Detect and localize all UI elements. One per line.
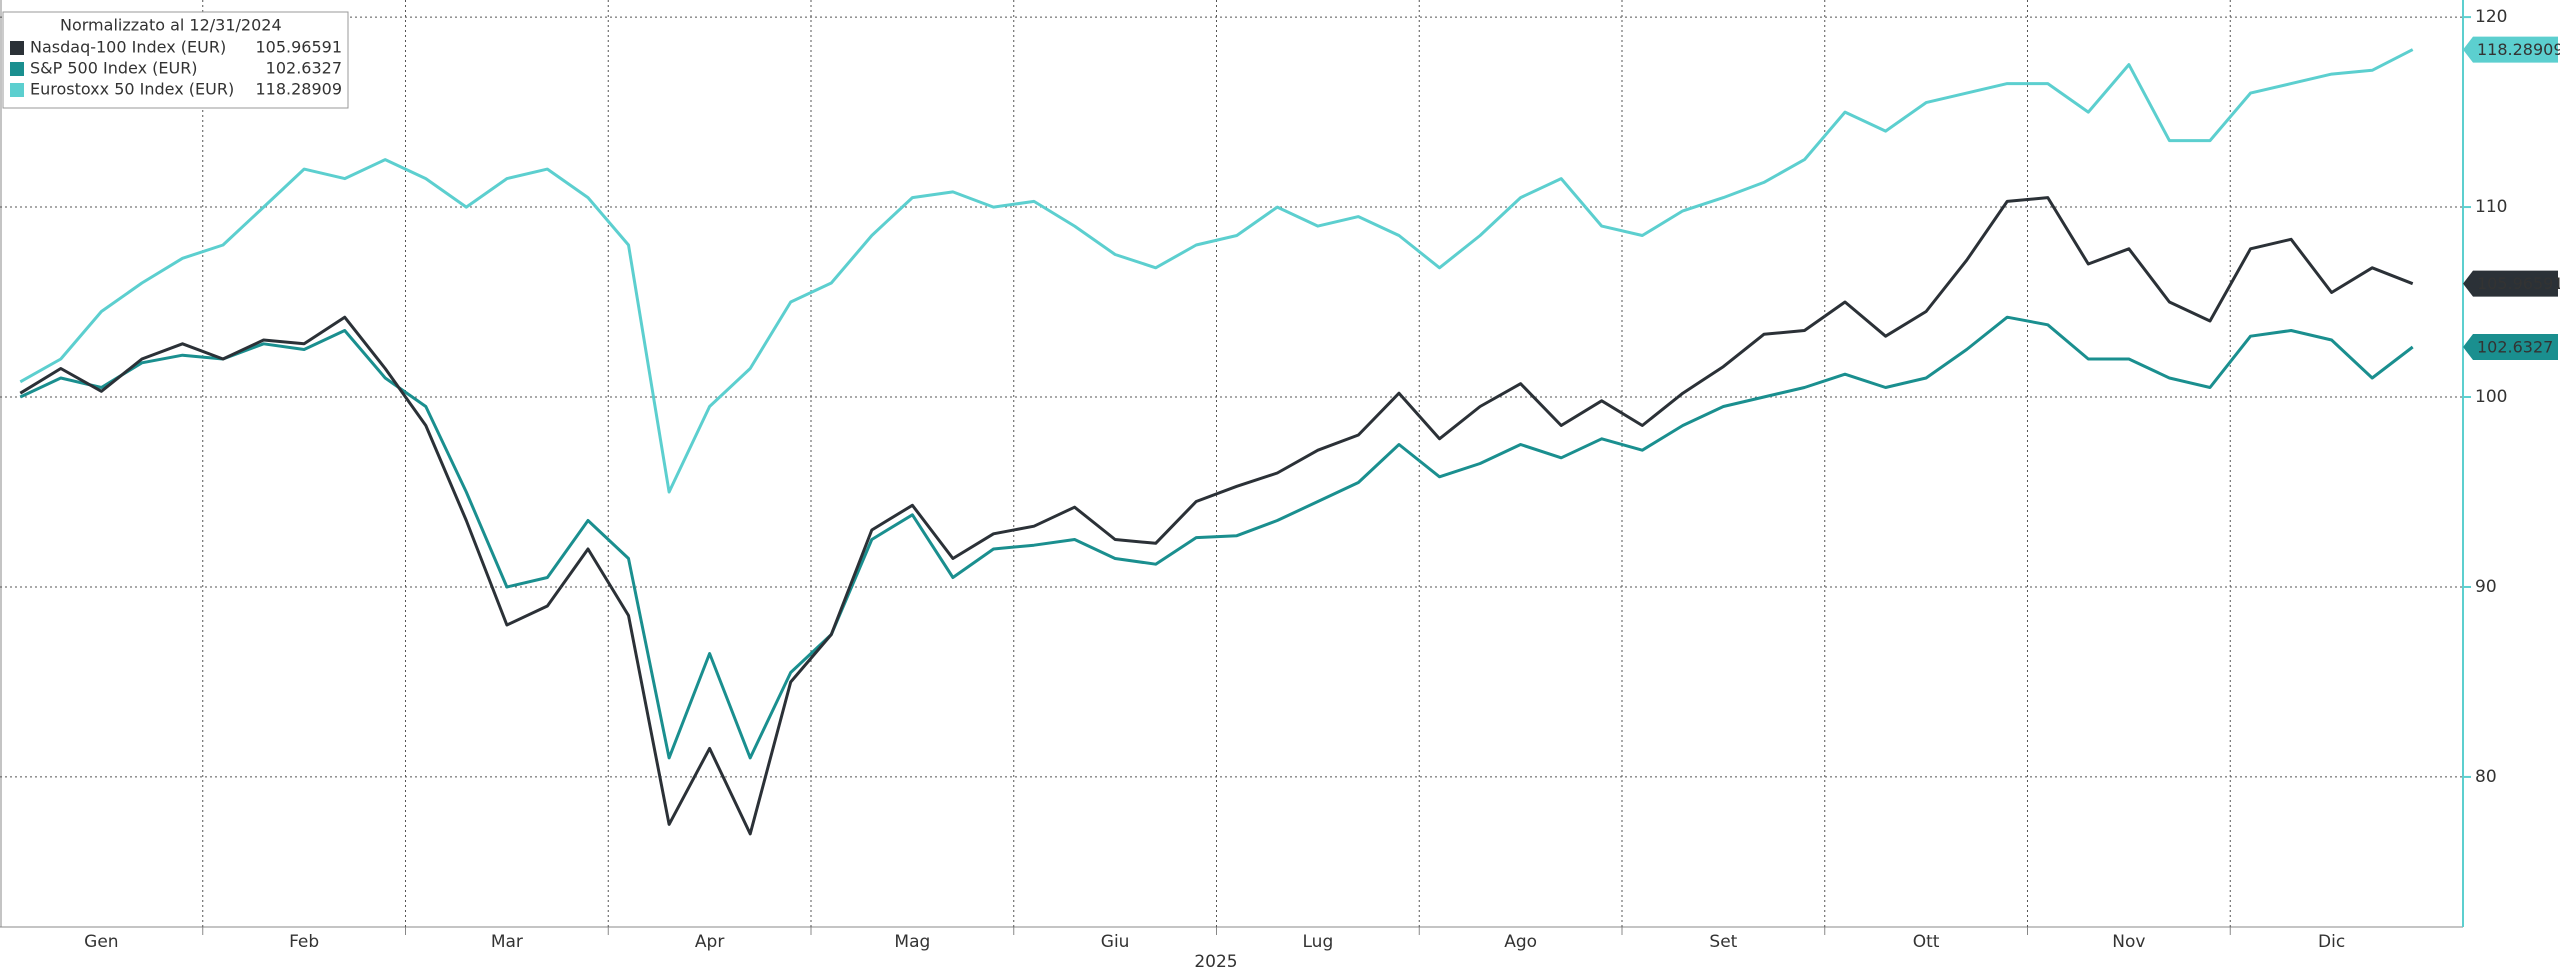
y-tick-label: 80 bbox=[2475, 767, 2497, 787]
x-tick-label: Dic bbox=[2318, 932, 2345, 952]
legend-swatch bbox=[10, 41, 24, 55]
legend: Normalizzato al 12/31/2024 Nasdaq-100 Ind… bbox=[2, 11, 349, 109]
x-tick-label: Lug bbox=[1303, 932, 1334, 952]
legend-swatch bbox=[10, 62, 24, 76]
series-line bbox=[19, 48, 2414, 494]
x-tick-label: Set bbox=[1709, 932, 1737, 952]
y-tick-label: 110 bbox=[2475, 197, 2507, 217]
legend-title: Normalizzato al 12/31/2024 bbox=[60, 16, 282, 35]
legend-value: 102.6327 bbox=[266, 59, 342, 78]
x-tick-label: Apr bbox=[695, 932, 724, 952]
value-tag-label: 118.28909 bbox=[2477, 40, 2560, 59]
value-tag-label: 105.96591 bbox=[2477, 274, 2560, 293]
x-tick-label: Ago bbox=[1504, 932, 1537, 952]
y-tick-label: 120 bbox=[2475, 7, 2507, 27]
legend-label: Eurostoxx 50 Index (EUR) bbox=[30, 80, 234, 99]
y-tick-label: 100 bbox=[2475, 387, 2507, 407]
legend-label: S&P 500 Index (EUR) bbox=[30, 59, 198, 78]
x-tick-label: Mar bbox=[491, 932, 523, 952]
legend-box bbox=[2, 11, 349, 109]
legend-value: 118.28909 bbox=[255, 80, 342, 99]
x-group-label: 2025 bbox=[1194, 952, 1237, 972]
series-line bbox=[19, 196, 2414, 836]
x-tick-label: Nov bbox=[2112, 932, 2145, 952]
x-tick-label: Mag bbox=[894, 932, 930, 952]
x-tick-label: Ott bbox=[1913, 932, 1940, 952]
series-line bbox=[19, 315, 2414, 760]
value-tag bbox=[2463, 334, 2558, 361]
value-tag bbox=[2463, 36, 2558, 63]
x-tick-label: Gen bbox=[84, 932, 118, 952]
legend-swatch bbox=[10, 83, 24, 97]
value-tag-label: 102.6327 bbox=[2477, 338, 2553, 357]
legend-value: 105.96591 bbox=[255, 38, 342, 57]
x-tick-label: Giu bbox=[1101, 932, 1130, 952]
value-tag bbox=[2463, 270, 2558, 297]
x-tick-label: Feb bbox=[289, 932, 319, 952]
y-tick-label: 90 bbox=[2475, 577, 2497, 597]
legend-label: Nasdaq-100 Index (EUR) bbox=[30, 38, 226, 57]
